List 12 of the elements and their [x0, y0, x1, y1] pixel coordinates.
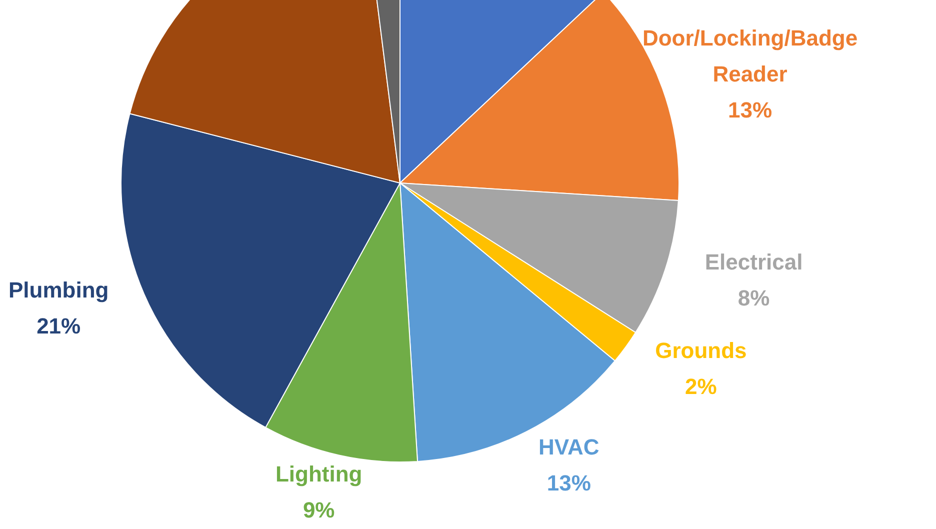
data-label: 13% [546, 470, 591, 496]
slice-label: Plumbing [8, 277, 109, 302]
data-label: 21% [36, 313, 81, 338]
slice-label: Door/Locking/Badge Reader [642, 25, 858, 86]
slice-label: Electrical [704, 249, 803, 274]
data-label: 2% [685, 374, 717, 399]
slice-label: Lighting [275, 461, 362, 486]
data-label: 13% [728, 97, 772, 122]
slice-label: HVAC [538, 434, 600, 460]
data-label: 8% [738, 285, 770, 310]
slice-label: Grounds [655, 338, 747, 363]
data-label: 9% [302, 497, 335, 522]
